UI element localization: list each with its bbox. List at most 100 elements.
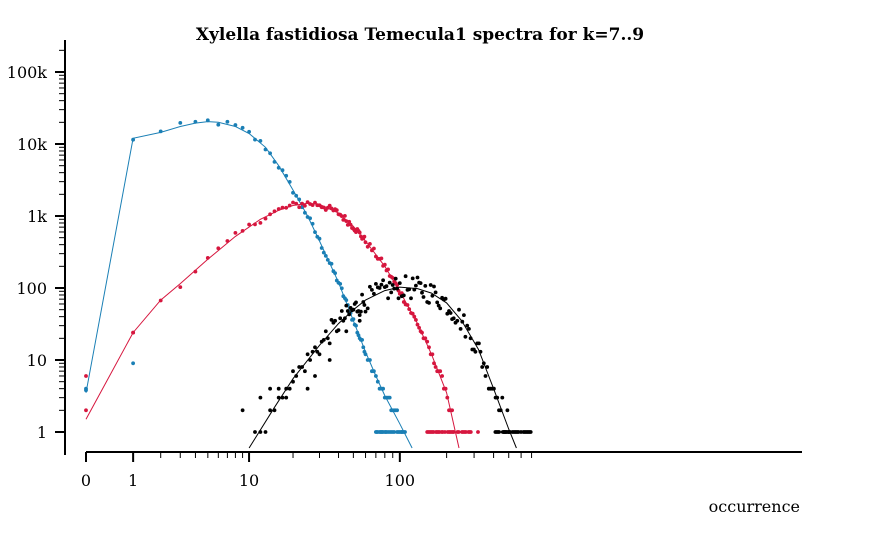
y-tick-label: 10k: [17, 135, 47, 154]
data-point: [348, 222, 353, 227]
data-point: [381, 278, 385, 283]
y-tick-label: 100k: [7, 63, 48, 82]
data-point: [365, 244, 370, 249]
data-point: [333, 271, 337, 275]
y-tick-label: 1k: [27, 207, 47, 226]
series-2: [84, 200, 480, 449]
data-point: [240, 229, 245, 233]
data-point: [498, 408, 503, 413]
data-point: [303, 210, 307, 215]
data-point: [485, 365, 490, 369]
data-point: [263, 147, 268, 152]
data-point: [84, 374, 88, 378]
data-point: [356, 333, 361, 338]
data-point: [339, 214, 344, 219]
data-point: [317, 236, 322, 241]
data-point: [315, 349, 320, 354]
data-point: [294, 374, 299, 378]
data-point: [357, 313, 362, 317]
data-point: [473, 349, 478, 354]
data-point: [415, 275, 420, 280]
data-point: [300, 201, 304, 206]
data-point: [272, 408, 277, 413]
data-point: [253, 430, 257, 434]
data-point: [276, 395, 281, 400]
data-point: [368, 242, 372, 246]
data-point: [272, 209, 277, 214]
data-point: [468, 430, 473, 434]
data-point: [305, 386, 310, 391]
data-point: [450, 408, 454, 413]
data-point: [427, 301, 431, 305]
data-point: [297, 205, 302, 210]
data-point: [465, 323, 470, 328]
x-tick-label: 10: [239, 471, 259, 490]
data-point: [308, 216, 312, 221]
data-point: [483, 374, 488, 378]
data-point: [440, 374, 444, 378]
data-point: [392, 286, 397, 291]
data-point: [395, 430, 399, 434]
data-point: [258, 395, 263, 400]
data-point: [253, 137, 257, 142]
data-point: [445, 395, 450, 400]
data-point: [403, 274, 408, 279]
data-point: [158, 129, 163, 134]
data-point: [361, 300, 366, 304]
data-point: [325, 336, 330, 341]
data-point: [390, 283, 395, 287]
data-point: [313, 345, 317, 350]
data-point: [414, 318, 418, 322]
data-point: [344, 219, 349, 224]
x-axis: 0 1 10 100: [81, 451, 802, 490]
data-point: [344, 329, 349, 334]
data-point: [427, 345, 431, 350]
data-point: [310, 203, 315, 208]
data-point: [443, 296, 448, 301]
data-point: [379, 256, 384, 261]
data-point: [372, 246, 376, 251]
data-point: [393, 276, 398, 281]
data-point: [284, 395, 289, 400]
data-point: [405, 303, 410, 307]
data-point: [354, 323, 358, 328]
data-point: [451, 316, 456, 321]
data-point: [158, 298, 163, 303]
data-point: [421, 295, 426, 299]
y-tick-label: 1: [37, 423, 47, 442]
data-point: [379, 282, 384, 287]
data-point: [297, 365, 302, 369]
plot-area: [84, 118, 533, 449]
data-point: [205, 118, 210, 123]
data-point: [310, 349, 315, 354]
data-point: [178, 121, 183, 125]
data-point: [247, 222, 252, 227]
data-point: [339, 309, 344, 313]
data-point: [481, 361, 486, 366]
data-point: [276, 386, 281, 391]
data-point: [294, 201, 299, 206]
data-point: [343, 214, 347, 218]
data-point: [359, 309, 363, 314]
data-point: [303, 369, 307, 374]
data-point: [305, 352, 310, 357]
data-point: [438, 369, 443, 374]
data-point: [450, 430, 455, 434]
data-point: [455, 318, 460, 323]
data-point: [370, 288, 374, 292]
data-point: [84, 408, 88, 413]
data-point: [457, 307, 461, 312]
data-point: [240, 125, 245, 130]
data-point: [323, 254, 328, 258]
data-point: [448, 311, 453, 315]
data-point: [433, 290, 438, 295]
data-point: [389, 290, 394, 295]
data-point: [268, 151, 272, 156]
data-point: [84, 388, 88, 393]
data-point: [420, 330, 424, 335]
data-point: [216, 122, 221, 127]
data-point: [410, 311, 415, 316]
data-point: [458, 327, 463, 331]
data-point: [317, 352, 322, 357]
